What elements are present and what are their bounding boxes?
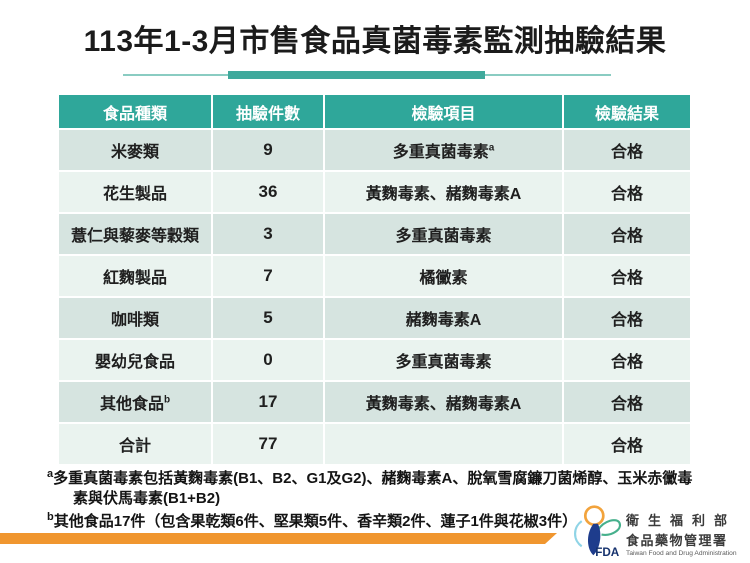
food-type-cell-text: 米麥類 [110,144,159,161]
table-body: 米麥類 9 多重真菌毒素a 合格 花生製品 36 黃麴毒素、赭麴毒素A 合格 薏仁與藜麥等穀類 3… [59,130,690,464]
bottom-accent-bar [0,533,557,544]
test-item-cell-text: 多重真菌毒素 [395,228,492,245]
test-item-cell-text: 黃麴毒素、赭麴毒素A [365,396,522,413]
sample-count-cell: 77 [213,424,323,464]
table-row: 花生製品 36 黃麴毒素、赭麴毒素A 合格 [59,172,690,212]
test-item-cell: 橘黴素 [325,256,562,296]
table-row: 嬰幼兒食品 0 多重真菌毒素 合格 [59,340,690,380]
sample-count-cell-text: 3 [263,224,273,243]
test-item-cell-text: 黃麴毒素、赭麴毒素A [365,186,522,203]
sample-count-cell-text: 36 [258,182,278,201]
title-underline [0,71,750,81]
food-type-cell: 花生製品 [59,172,211,212]
test-item-cell-text: 橘黴素 [419,270,468,287]
col-header-test-result: 檢驗結果 [564,95,690,128]
logo-org-line2: 食品藥物管理署 [626,533,728,548]
test-item-cell: 黃麴毒素、赭麴毒素A [325,382,562,422]
test-item-cell: 多重真菌毒素 [325,340,562,380]
result-cell: 合格 [564,424,690,464]
svg-text:FDA: FDA [595,546,620,559]
food-type-cell-text: 其他食品 [99,396,164,413]
fda-logo: FDA 衛生福利部 食品藥物管理署 Taiwan Food and Drug A… [570,502,750,562]
food-type-cell: 米麥類 [59,130,211,170]
results-table: 食品種類 抽驗件數 檢驗項目 檢驗結果 米麥類 9 多重真菌毒素a 合格 花生製品 36 黃… [57,93,692,466]
test-item-cell: 多重真菌毒素 [325,214,562,254]
footnote-b-text: 其他食品17件（包含果乾類6件、堅果類5件、香辛類2件、蓮子1件與花椒3件） [53,512,578,530]
sample-count-cell-text: 17 [258,392,278,411]
footnote-a: a多重真菌毒素包括黃麴毒素(B1、B2、G1及G2)、赭麴毒素A、脫氧雪腐鐮刀菌… [47,467,695,510]
food-type-cell-text: 嬰幼兒食品 [94,354,175,371]
food-type-cell: 紅麴製品 [59,256,211,296]
result-cell: 合格 [564,172,690,212]
food-type-cell-text: 咖啡類 [110,312,159,329]
food-type-cell: 薏仁與藜麥等穀類 [59,214,211,254]
result-cell: 合格 [564,130,690,170]
result-cell: 合格 [564,256,690,296]
food-type-cell: 嬰幼兒食品 [59,340,211,380]
footnote-a-marker: a [47,468,54,480]
table-row: 紅麴製品 7 橘黴素 合格 [59,256,690,296]
footnote-a-text: 多重真菌毒素包括黃麴毒素(B1、B2、G1及G2)、赭麴毒素A、脫氧雪腐鐮刀菌烯… [53,470,693,508]
sample-count-cell: 7 [213,256,323,296]
sample-count-cell: 0 [213,340,323,380]
sample-count-cell-text: 7 [263,266,273,285]
col-header-test-item: 檢驗項目 [325,95,562,128]
food-type-cell-text: 薏仁與藜麥等穀類 [70,228,199,245]
food-type-cell-text: 花生製品 [102,186,167,203]
footnote-b-marker: b [47,510,54,523]
result-cell: 合格 [564,298,690,338]
sample-count-cell-text: 5 [263,308,273,327]
result-cell-text: 合格 [610,228,643,245]
sample-count-cell-text: 0 [263,350,273,369]
sample-count-cell: 9 [213,130,323,170]
col-header-sample-count: 抽驗件數 [213,95,323,128]
sample-count-cell-text: 77 [258,434,278,453]
test-item-cell-text: 赭麴毒素A [405,312,482,329]
sample-count-cell-text: 9 [263,140,273,159]
sample-count-cell: 5 [213,298,323,338]
test-item-cell-text: 多重真菌毒素 [392,144,489,161]
table-row: 合計 77 合格 [59,424,690,464]
sample-count-cell: 17 [213,382,323,422]
fda-logo-text: 衛生福利部 食品藥物管理署 Taiwan Food and Drug Admin… [626,502,742,557]
fda-butterfly-icon: FDA [574,505,622,559]
footnotes: a多重真菌毒素包括黃麴毒素(B1、B2、G1及G2)、赭麴毒素A、脫氧雪腐鐮刀菌… [47,467,695,532]
logo-org-line1: 衛生福利部 [626,513,737,528]
superscript-marker: a [488,142,495,154]
test-item-cell: 赭麴毒素A [325,298,562,338]
result-cell-text: 合格 [610,144,643,161]
result-cell-text: 合格 [610,312,643,329]
col-header-food-type: 食品種類 [59,95,211,128]
result-cell-text: 合格 [610,438,643,455]
food-type-cell-text: 合計 [118,438,151,455]
logo-org-line3: Taiwan Food and Drug Administration [626,550,737,557]
result-cell: 合格 [564,214,690,254]
table-row: 米麥類 9 多重真菌毒素a 合格 [59,130,690,170]
result-cell: 合格 [564,382,690,422]
result-cell-text: 合格 [610,354,643,371]
test-item-cell: 多重真菌毒素a [325,130,562,170]
table-row: 薏仁與藜麥等穀類 3 多重真菌毒素 合格 [59,214,690,254]
footnote-b: b其他食品17件（包含果乾類6件、堅果類5件、香辛類2件、蓮子1件與花椒3件） [47,510,695,532]
food-type-cell-text: 紅麴製品 [102,270,167,287]
result-cell-text: 合格 [610,270,643,287]
food-type-cell: 其他食品b [59,382,211,422]
table-row: 其他食品b 17 黃麴毒素、赭麴毒素A 合格 [59,382,690,422]
result-cell-text: 合格 [610,396,643,413]
food-type-cell: 咖啡類 [59,298,211,338]
page-title: 113年1-3月市售食品真菌毒素監測抽驗結果 [83,25,667,58]
test-item-cell-text: 多重真菌毒素 [395,354,492,371]
food-type-cell: 合計 [59,424,211,464]
superscript-marker: b [163,394,171,406]
table-header-row: 食品種類 抽驗件數 檢驗項目 檢驗結果 [59,95,690,128]
sample-count-cell: 3 [213,214,323,254]
test-item-cell: 黃麴毒素、赭麴毒素A [325,172,562,212]
sample-count-cell: 36 [213,172,323,212]
result-cell: 合格 [564,340,690,380]
test-item-cell [325,424,562,464]
table-row: 咖啡類 5 赭麴毒素A 合格 [59,298,690,338]
underline-thick-segment [228,71,485,79]
result-cell-text: 合格 [610,186,643,203]
